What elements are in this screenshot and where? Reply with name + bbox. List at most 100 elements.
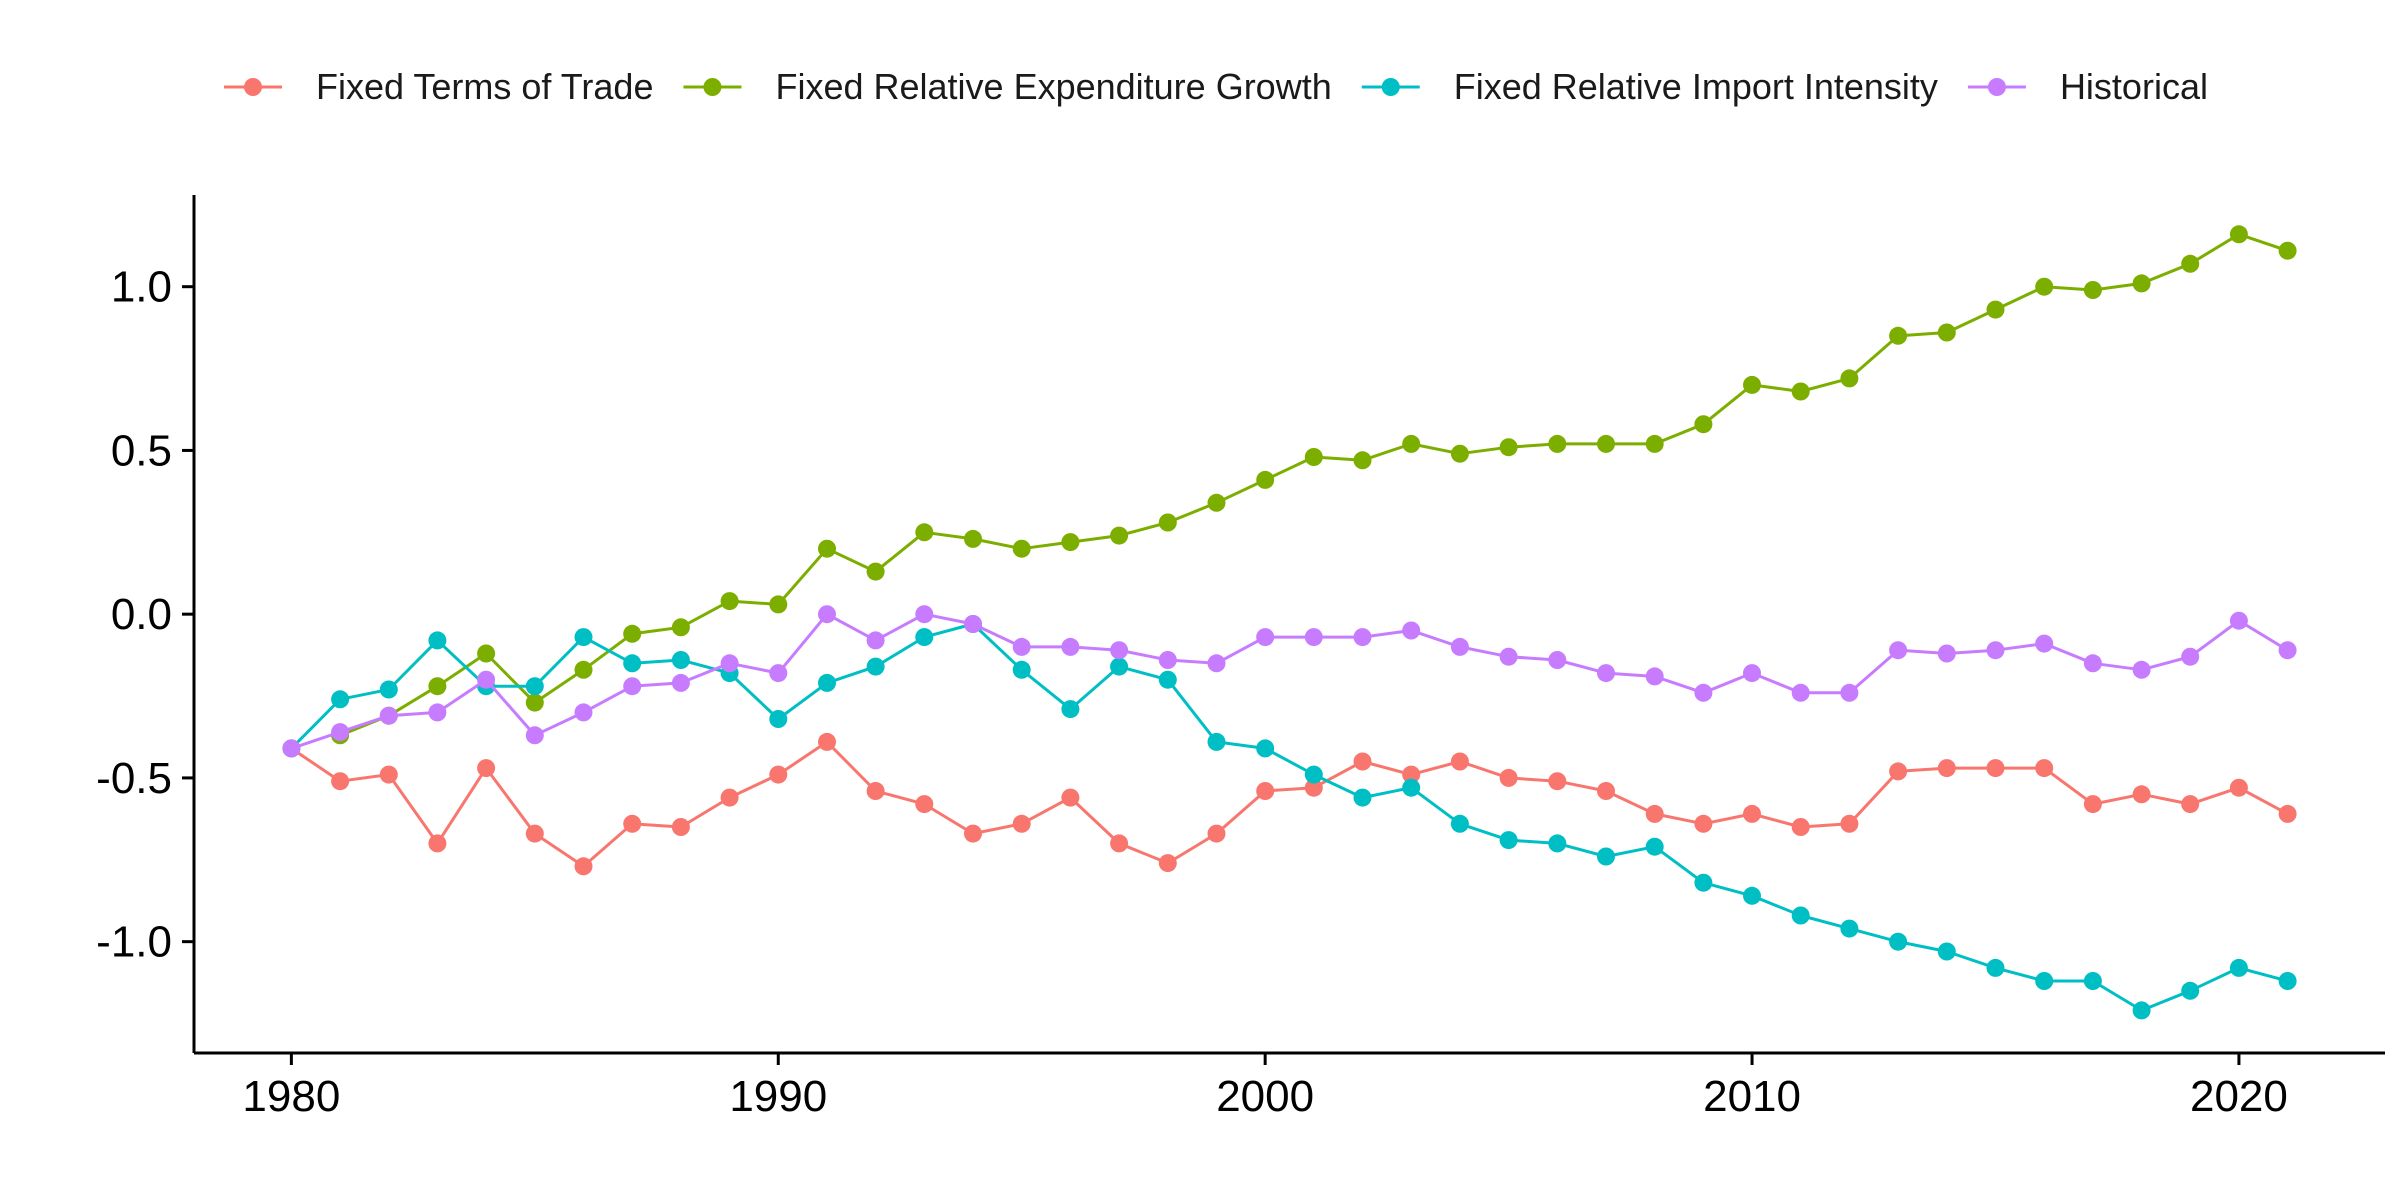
data-point-fixed-terms-of-trade [720,788,739,807]
data-point-fixed-terms-of-trade [2132,785,2151,804]
data-point-fixed-relative-import-intensity [1061,700,1080,719]
legend-label: Fixed Terms of Trade [316,66,653,107]
data-point-fixed-terms-of-trade [1158,854,1177,873]
data-point-fixed-terms-of-trade [2229,778,2248,797]
data-point-fixed-terms-of-trade [964,824,982,843]
data-point-historical [1986,641,2005,660]
data-point-fixed-relative-expenditure-growth [769,595,788,614]
data-point-fixed-terms-of-trade [2278,804,2297,823]
data-point-fixed-relative-expenditure-growth [1353,451,1372,470]
data-point-fixed-relative-expenditure-growth [1207,493,1226,512]
data-point-historical [1548,651,1567,669]
data-point-historical [1791,683,1810,702]
data-point-historical [1256,628,1275,647]
data-point-fixed-terms-of-trade [1012,814,1031,833]
data-point-fixed-relative-import-intensity [1304,765,1323,784]
data-point-fixed-relative-import-intensity [1402,778,1421,797]
data-point-fixed-terms-of-trade [915,795,934,814]
x-tick-label: 1980 [242,1072,340,1121]
data-point-fixed-relative-import-intensity [331,690,350,709]
legend-item-historical: Historical [1967,66,2208,107]
data-point-historical [964,615,982,633]
data-point-fixed-relative-expenditure-growth [574,660,593,679]
x-tick-label: 1990 [729,1072,827,1121]
legend-key-point [1987,78,2006,96]
data-point-fixed-relative-import-intensity [1207,732,1226,751]
data-point-fixed-relative-expenditure-growth [2035,277,2054,296]
data-point-historical [1450,637,1469,656]
data-point-fixed-terms-of-trade [866,782,885,800]
data-point-historical [1743,664,1761,683]
data-point-historical [1840,683,1859,702]
data-point-historical [2278,641,2297,660]
data-point-fixed-relative-import-intensity [1597,847,1615,866]
data-point-fixed-relative-expenditure-growth [428,677,447,696]
data-point-fixed-terms-of-trade [1499,768,1518,787]
y-tick-label: 0.0 [111,590,172,639]
data-point-fixed-relative-expenditure-growth [1499,438,1518,457]
data-point-fixed-relative-expenditure-growth [720,592,739,611]
data-point-fixed-relative-expenditure-growth [1548,434,1567,453]
legend-item-fixed-relative-expenditure-growth: Fixed Relative Expenditure Growth [683,66,1332,107]
data-point-fixed-terms-of-trade [2035,759,2054,778]
data-point-fixed-relative-import-intensity [1645,837,1664,856]
data-point-historical [477,670,496,689]
data-point-fixed-relative-expenditure-growth [1597,434,1615,453]
data-point-historical [2035,634,2054,653]
data-point-fixed-terms-of-trade [331,772,350,791]
data-point-historical [1207,654,1226,673]
data-point-fixed-relative-expenditure-growth [1012,539,1031,558]
data-point-fixed-relative-expenditure-growth [2083,281,2102,299]
data-point-fixed-relative-expenditure-growth [623,624,642,643]
data-point-fixed-terms-of-trade [1791,818,1810,836]
data-point-historical [1304,628,1323,647]
data-point-fixed-terms-of-trade [769,765,788,784]
data-point-historical [2132,660,2151,679]
data-point-fixed-relative-expenditure-growth [525,693,544,712]
data-point-historical [428,703,447,722]
data-point-historical [331,723,350,742]
data-point-fixed-relative-expenditure-growth [1645,434,1664,453]
data-point-historical [818,605,836,624]
legend-key-point [244,78,262,96]
data-point-fixed-terms-of-trade [1694,814,1713,833]
legend-label: Fixed Relative Expenditure Growth [775,66,1331,107]
data-point-fixed-relative-expenditure-growth [2278,241,2297,260]
data-point-historical [1110,641,1129,660]
data-point-fixed-relative-import-intensity [623,654,642,673]
data-point-fixed-terms-of-trade [1256,782,1275,800]
data-point-fixed-relative-expenditure-growth [1402,434,1421,453]
data-point-historical [525,726,544,745]
data-point-fixed-relative-import-intensity [769,710,788,728]
data-point-historical [915,605,934,624]
data-point-fixed-terms-of-trade [1889,762,1908,781]
data-point-fixed-relative-import-intensity [1986,958,2005,977]
data-point-fixed-terms-of-trade [525,824,544,843]
data-point-fixed-relative-expenditure-growth [866,562,885,581]
y-tick-label: 1.0 [111,263,172,312]
data-point-fixed-terms-of-trade [2181,795,2200,814]
data-point-fixed-terms-of-trade [1743,804,1761,823]
data-point-historical [1061,637,1080,656]
data-point-fixed-relative-expenditure-growth [1743,375,1761,394]
data-point-fixed-relative-import-intensity [2132,1001,2151,1020]
data-point-fixed-terms-of-trade [1402,765,1421,784]
data-point-historical [1937,644,1956,663]
data-point-fixed-relative-import-intensity [671,651,690,669]
data-point-fixed-terms-of-trade [2083,795,2102,814]
data-point-fixed-relative-import-intensity [866,657,885,676]
data-point-fixed-relative-import-intensity [1499,831,1518,850]
data-point-fixed-terms-of-trade [671,818,690,836]
data-point-fixed-terms-of-trade [1110,834,1129,853]
legend-item-fixed-relative-import-intensity: Fixed Relative Import Intensity [1361,66,1938,107]
data-point-fixed-relative-expenditure-growth [1450,444,1469,463]
data-point-fixed-terms-of-trade [1840,814,1859,833]
data-point-fixed-terms-of-trade [1937,759,1956,778]
data-point-historical [379,706,398,725]
data-point-fixed-relative-import-intensity [1694,873,1713,892]
series-line-fixed-relative-import-intensity [290,622,2288,1012]
data-point-fixed-terms-of-trade [1986,759,2005,778]
data-point-historical [574,703,593,722]
data-point-fixed-relative-import-intensity [1840,919,1859,938]
